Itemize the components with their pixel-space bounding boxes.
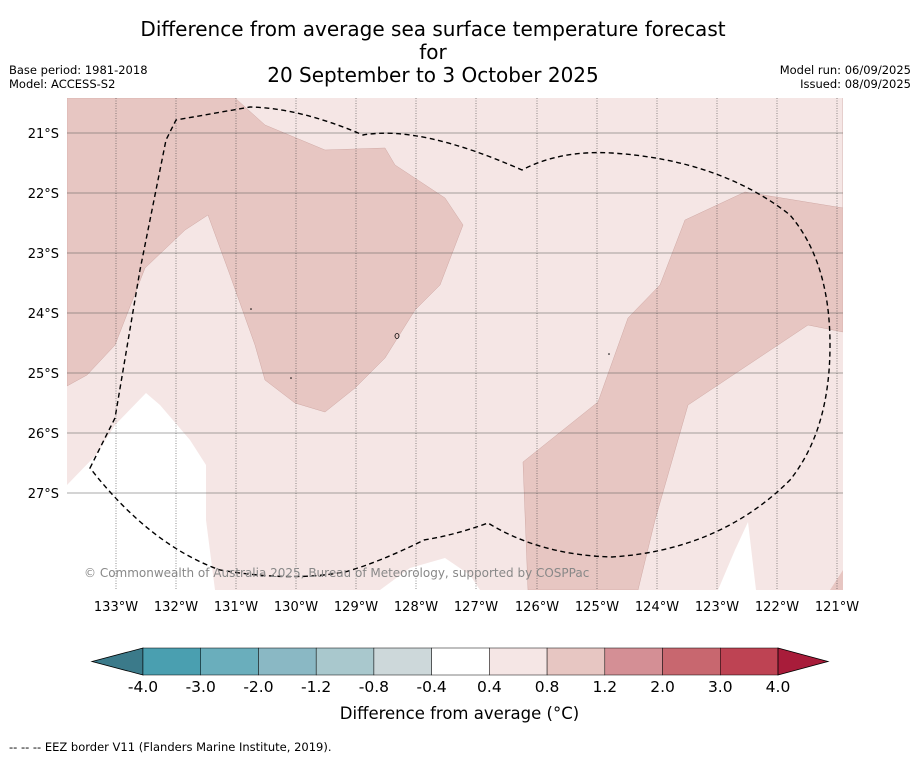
lat-label: 23°S: [28, 247, 59, 262]
colorbar-tick-label: -4.0: [128, 678, 158, 696]
colorbar-tick-label: -1.2: [301, 678, 331, 696]
colorbar-tick-label: 2.0: [650, 678, 675, 696]
eez-legend-note: -- -- -- EEZ border V11 (Flanders Marine…: [9, 740, 332, 754]
base-period: Base period: 1981-2018: [9, 63, 148, 77]
lat-label: 26°S: [28, 427, 59, 442]
lon-label: 130°W: [274, 600, 318, 615]
lon-label: 126°W: [515, 600, 559, 615]
title-line-2: 20 September to 3 October 2025: [267, 63, 599, 87]
meta-left: Base period: 1981-2018 Model: ACCESS-S2: [9, 63, 148, 91]
lon-label: 123°W: [695, 600, 739, 615]
anomaly-field-white-south: [380, 558, 480, 590]
title-line-1: Difference from average sea surface temp…: [140, 17, 726, 64]
lat-label: 24°S: [28, 307, 59, 322]
anomaly-field-0.8-1.2-corner: [830, 570, 843, 590]
lon-label: 133°W: [94, 600, 138, 615]
lon-label: 124°W: [635, 600, 679, 615]
colorbar-segment: [489, 647, 548, 676]
anomaly-field-0.8-1.2-west: [67, 98, 464, 413]
colorbar-tick-label: -3.0: [186, 678, 216, 696]
colorbar-extend-low: [90, 647, 144, 676]
anomaly-field-white-east: [718, 522, 756, 590]
colorbar-tick-label: -0.8: [359, 678, 389, 696]
lon-label: 121°W: [815, 600, 859, 615]
lon-label: 125°W: [575, 600, 619, 615]
colorbar-extend-high: [777, 647, 830, 676]
map-plot: © Commonwealth of Australia 2025, Bureau…: [67, 98, 843, 590]
copyright-text: © Commonwealth of Australia 2025, Bureau…: [84, 566, 589, 580]
colorbar-segment: [431, 647, 490, 676]
island-marker: [290, 377, 292, 379]
colorbar-tick-label: 4.0: [766, 678, 791, 696]
colorbar-label: Difference from average (°C): [339, 704, 580, 723]
colorbar-tick-label: -0.4: [417, 678, 447, 696]
lon-label: 132°W: [154, 600, 198, 615]
colorbar: -4.0 -3.0 -2.0 -1.2 -0.8 -0.4 0.4 0.8 1.2 2.0 3.0 4…: [90, 647, 830, 696]
lon-label: 122°W: [755, 600, 799, 615]
lon-label: 127°W: [454, 600, 498, 615]
anomaly-field-0.8-1.2-east-outer: [522, 98, 843, 590]
lat-label: 25°S: [28, 367, 59, 382]
lon-label: 131°W: [214, 600, 258, 615]
map-title: Difference from average sea surface temp…: [130, 18, 736, 87]
colorbar-segment: [200, 647, 259, 676]
issued-date: Issued: 08/09/2025: [800, 77, 911, 91]
meta-right: Model run: 06/09/2025 Issued: 08/09/2025: [780, 63, 911, 91]
colorbar-tick-label: 0.8: [535, 678, 560, 696]
colorbar-segment: [546, 647, 606, 676]
colorbar-tick-label: -2.0: [243, 678, 273, 696]
anomaly-field-white-west: [67, 393, 215, 590]
lon-label: 128°W: [394, 600, 438, 615]
map-figure: © Commonwealth of Australia 2025, Bureau…: [28, 98, 859, 696]
colorbar-segment: [142, 647, 201, 676]
colorbar-segment: [662, 647, 721, 676]
island-marker: [394, 333, 400, 339]
island-marker: [608, 353, 610, 355]
colorbar-tick-label: 1.2: [592, 678, 617, 696]
colorbar-segment: [258, 647, 317, 676]
lat-label: 22°S: [28, 187, 59, 202]
colorbar-segment: [373, 647, 432, 676]
colorbar-tick-label: 0.4: [477, 678, 502, 696]
colorbar-tick-label: 3.0: [708, 678, 733, 696]
colorbar-segment: [604, 647, 663, 676]
lon-label: 129°W: [334, 600, 378, 615]
model-name: Model: ACCESS-S2: [9, 77, 116, 91]
model-run: Model run: 06/09/2025: [779, 63, 911, 77]
lat-label: 27°S: [28, 487, 59, 502]
longitude-gridlines: [115, 98, 838, 590]
colorbar-segment: [720, 647, 779, 676]
lat-label: 21°S: [28, 127, 59, 142]
colorbar-segment: [315, 647, 375, 676]
latitude-gridlines: [67, 132, 843, 494]
island-marker: [250, 308, 252, 310]
